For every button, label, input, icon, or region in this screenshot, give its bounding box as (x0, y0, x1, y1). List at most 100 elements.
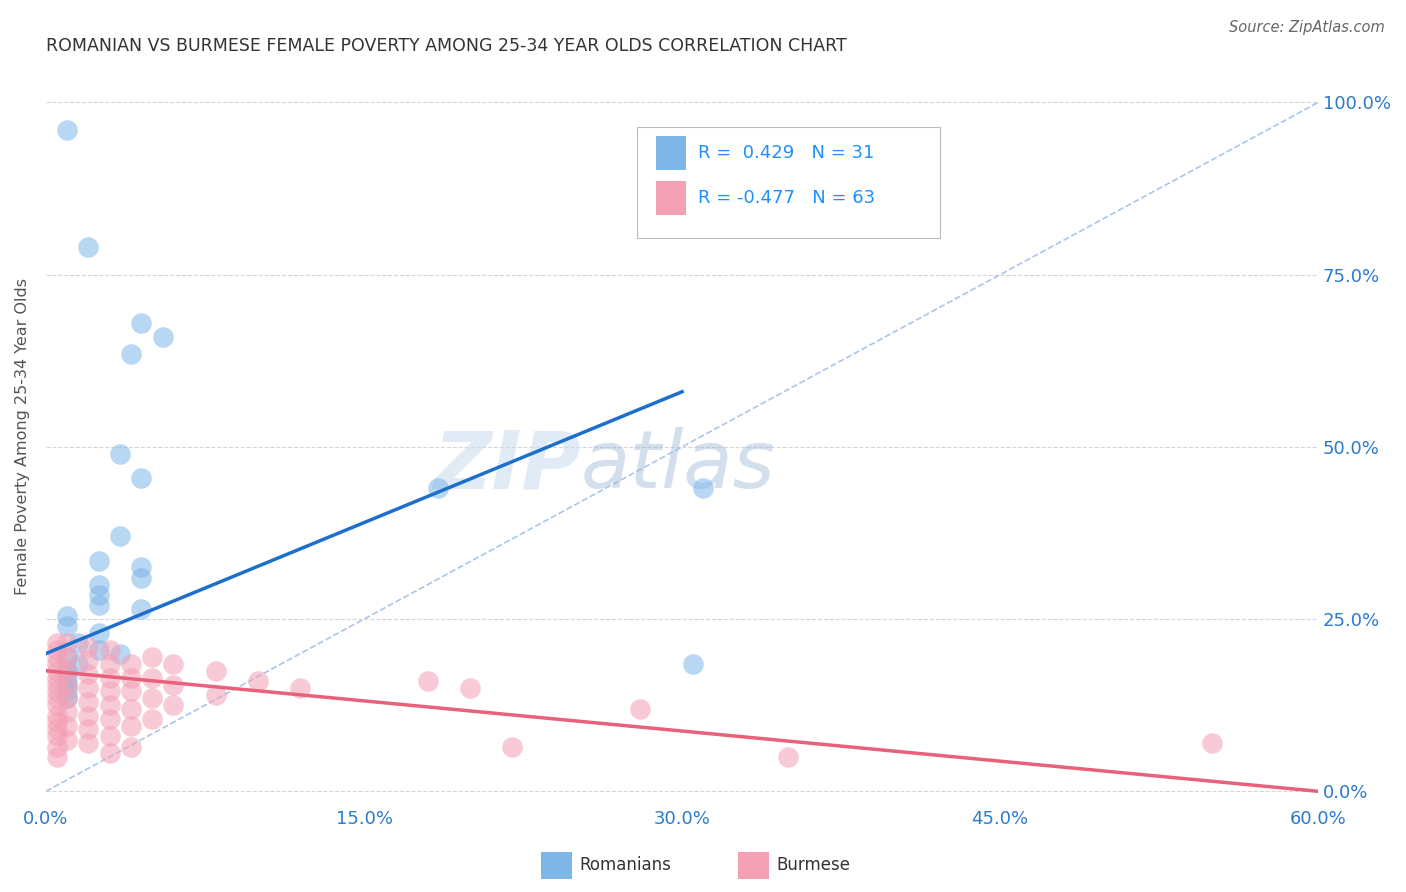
Point (56, 684, 79, 698)
Text: ROMANIAN VS BURMESE FEMALE POVERTY AMONG 25-34 YEAR OLDS CORRELATION CHART: ROMANIAN VS BURMESE FEMALE POVERTY AMONG… (46, 37, 846, 55)
Y-axis label: Female Poverty Among 25-34 Year Olds: Female Poverty Among 25-34 Year Olds (15, 278, 30, 595)
Point (141, 691, 163, 706)
Point (45, 691, 67, 706)
Point (98, 657, 121, 671)
Point (98, 747, 121, 761)
Point (77, 640, 100, 654)
Point (56, 664, 79, 678)
Point (98, 712, 121, 726)
Point (56, 691, 79, 706)
Point (458, 681, 481, 695)
Point (66, 636, 89, 650)
Point (56, 671, 79, 685)
Point (56, 123, 79, 137)
Point (56, 650, 79, 665)
Point (692, 481, 714, 495)
Point (87, 553, 110, 567)
Point (204, 664, 226, 678)
Point (131, 316, 153, 330)
Point (56, 691, 79, 706)
Point (98, 671, 121, 685)
Point (45, 636, 67, 650)
Point (628, 701, 651, 715)
Point (45, 715, 67, 730)
Point (56, 619, 79, 633)
Point (141, 650, 163, 665)
Point (131, 560, 153, 574)
Point (162, 657, 184, 671)
Point (98, 684, 121, 698)
Point (98, 698, 121, 713)
Point (56, 677, 79, 691)
Point (120, 739, 142, 754)
Point (120, 347, 142, 361)
Point (77, 240, 100, 254)
Point (501, 739, 523, 754)
Text: ZIP: ZIP (433, 427, 581, 505)
Point (120, 719, 142, 733)
Point (416, 674, 439, 689)
Point (45, 684, 67, 698)
Point (45, 708, 67, 723)
Point (120, 671, 142, 685)
Point (56, 677, 79, 691)
Point (120, 701, 142, 715)
Point (246, 674, 269, 689)
Point (98, 729, 121, 743)
Point (141, 671, 163, 685)
Point (56, 719, 79, 733)
Point (56, 650, 79, 665)
Text: Source: ZipAtlas.com: Source: ZipAtlas.com (1229, 20, 1385, 35)
Point (682, 657, 704, 671)
Point (131, 601, 153, 615)
Point (45, 749, 67, 764)
Point (131, 471, 153, 485)
Point (56, 608, 79, 623)
Text: Burmese: Burmese (776, 856, 851, 874)
Point (141, 712, 163, 726)
Point (1201, 736, 1223, 750)
Point (45, 677, 67, 691)
Point (108, 529, 131, 543)
Point (87, 599, 110, 613)
Point (56, 664, 79, 678)
Point (77, 723, 100, 737)
Point (87, 643, 110, 657)
Point (87, 577, 110, 591)
Text: Romanians: Romanians (579, 856, 671, 874)
Text: R = -0.477   N = 63: R = -0.477 N = 63 (697, 189, 875, 207)
Point (204, 688, 226, 702)
Point (56, 636, 79, 650)
Point (45, 671, 67, 685)
Text: atlas: atlas (581, 427, 775, 505)
Point (77, 653, 100, 667)
Point (45, 657, 67, 671)
Point (66, 657, 89, 671)
Point (45, 650, 67, 665)
Point (77, 736, 100, 750)
Point (87, 625, 110, 640)
Point (778, 749, 800, 764)
Point (77, 681, 100, 695)
Point (120, 657, 142, 671)
Point (77, 708, 100, 723)
Point (45, 739, 67, 754)
Point (45, 729, 67, 743)
Point (45, 698, 67, 713)
Point (162, 677, 184, 691)
Point (87, 588, 110, 602)
Point (45, 664, 67, 678)
Point (108, 447, 131, 461)
Point (290, 681, 312, 695)
Point (98, 643, 121, 657)
Point (427, 481, 450, 495)
Point (120, 684, 142, 698)
Point (45, 643, 67, 657)
Point (56, 705, 79, 719)
Point (77, 695, 100, 709)
Point (108, 647, 131, 661)
Text: R =  0.429   N = 31: R = 0.429 N = 31 (697, 145, 875, 162)
Point (56, 732, 79, 747)
Point (131, 571, 153, 585)
Point (77, 667, 100, 681)
